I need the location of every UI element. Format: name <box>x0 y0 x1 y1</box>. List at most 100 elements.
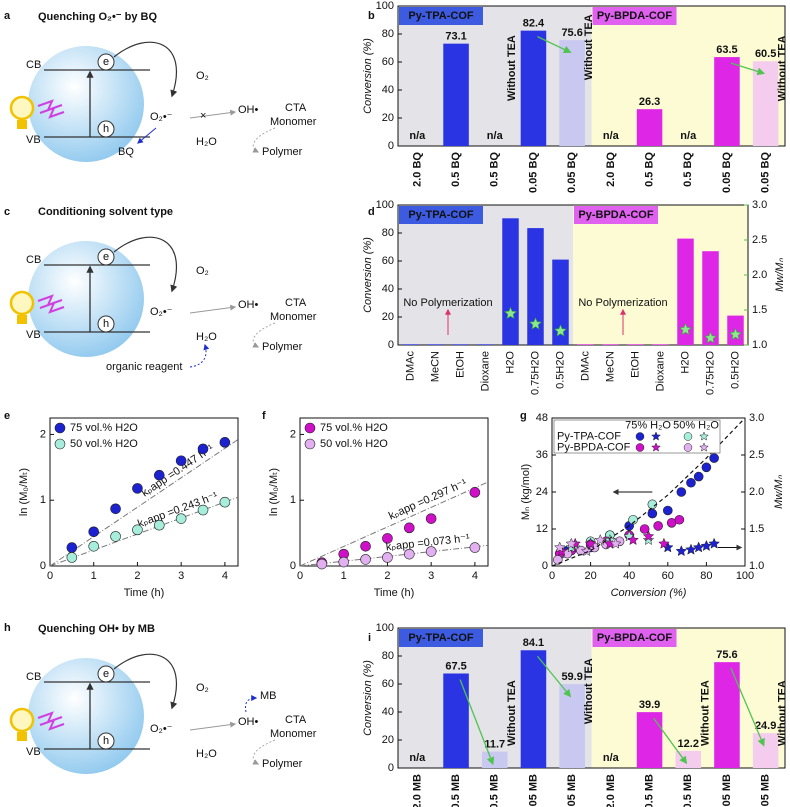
group-header <box>592 7 677 25</box>
bulb <box>9 95 35 121</box>
panel-label: e <box>4 410 10 422</box>
annotation: No Polymerization <box>403 297 492 309</box>
x-tick-label: EtOH <box>454 351 466 378</box>
y-tick-label: 60 <box>382 56 394 68</box>
hole-label: h <box>103 318 109 330</box>
group-background <box>591 6 785 146</box>
value-label: 75.6 <box>561 27 582 39</box>
point <box>693 471 704 482</box>
scavenger: MB <box>260 690 277 702</box>
x-tick-label: 0.05 BQ <box>760 152 772 193</box>
x-tick-label: MeCN <box>429 351 441 382</box>
x-tick-label: 0.5 MB <box>489 774 501 807</box>
product: CTA <box>285 297 307 309</box>
star-marker <box>627 533 639 546</box>
note: Without TEA <box>583 14 595 80</box>
scheme: Quenching OH• by MB CB VB e h O₂ O₂•⁻ H₂O OH• CTA… <box>9 623 317 774</box>
value-label: 59.9 <box>561 671 582 683</box>
x-tick-label: 2 <box>384 570 390 582</box>
point <box>197 504 209 516</box>
star-marker <box>658 537 670 549</box>
x-tick-label: 0.5 BQ <box>682 152 694 187</box>
point <box>132 524 143 536</box>
y-tick-label: 0 <box>290 560 296 572</box>
bar <box>443 673 469 768</box>
group-header <box>399 7 483 25</box>
x-tick-label: 0.05 MB <box>566 774 578 807</box>
bar <box>652 344 669 345</box>
note-arrow <box>730 667 765 747</box>
group-name: Py-BPDA-COF <box>578 209 653 221</box>
x-tick-label: 2 <box>134 570 140 582</box>
y-tick-label: 24 <box>536 486 548 498</box>
point <box>219 437 231 448</box>
x-tick-label: 4 <box>222 570 228 582</box>
y-tick-label: 80 <box>382 28 394 40</box>
legend-label: 50 vol.% H2O <box>70 438 138 450</box>
star-marker <box>584 537 597 549</box>
legend-marker <box>304 438 316 450</box>
bulb-base <box>17 732 27 741</box>
cb-label: CB <box>26 59 41 71</box>
value-label: 84.1 <box>523 637 544 649</box>
note: Without TEA <box>777 35 789 101</box>
product: Polymer <box>262 758 303 770</box>
note-arrow <box>730 62 766 76</box>
star-marker <box>504 306 517 320</box>
y2-tick-label: 1.5 <box>752 304 767 316</box>
point <box>360 540 371 552</box>
bar <box>452 344 469 345</box>
y-tick-label: 12 <box>536 523 548 535</box>
point <box>338 556 350 568</box>
value-label: 60.5 <box>755 48 776 60</box>
product: CTA <box>285 102 307 114</box>
y-tick-label: 1 <box>290 494 296 506</box>
value-label: 82.4 <box>523 18 545 30</box>
group-name: Py-BPDA-COF <box>597 10 672 22</box>
x-tick-label: 0.5H2O <box>554 351 566 389</box>
point <box>674 514 685 525</box>
point <box>175 455 187 467</box>
electron-transfer <box>113 653 178 710</box>
x-tick-label: 0.05 BQ <box>566 152 578 193</box>
panel-label: c <box>4 206 10 218</box>
x-tick-label: 3 <box>178 570 184 582</box>
star-marker <box>679 322 692 336</box>
x-tick-label: 0.5 MB <box>450 774 462 807</box>
electron-transfer <box>113 236 178 293</box>
bar <box>636 109 663 146</box>
to-hydroxyl <box>189 721 237 731</box>
plot-frame <box>299 417 489 567</box>
y-tick-label: 100 <box>376 622 394 634</box>
y-axis-title: ln (M₀/Mₜ) <box>268 468 280 516</box>
legend-marker <box>651 442 661 452</box>
bar <box>552 259 569 345</box>
point <box>132 483 143 494</box>
cb-label: CB <box>26 254 41 266</box>
panel-label: f <box>262 410 266 422</box>
hole-label: h <box>103 735 109 747</box>
x-tick-label: 0.05 MB <box>721 774 733 807</box>
electron <box>97 665 115 683</box>
x-tick-label: 0.05 MB <box>760 774 772 807</box>
y-tick-label: 20 <box>382 734 394 746</box>
value-label: 73.1 <box>445 31 466 43</box>
blocked: × <box>200 110 206 122</box>
product: Monomer <box>270 116 317 128</box>
point <box>154 519 165 531</box>
product: Polymer <box>262 146 303 158</box>
y-tick-label: 2 <box>40 428 46 440</box>
point <box>382 533 393 544</box>
hole <box>97 315 115 333</box>
x-tick-label: 0.5 BQ <box>450 152 462 187</box>
y-tick-label: 0 <box>388 339 394 351</box>
point <box>404 522 415 534</box>
point <box>701 462 712 473</box>
to-hydroxyl <box>189 304 237 314</box>
bar <box>577 344 594 345</box>
note: Without TEA <box>506 35 518 101</box>
group-header <box>574 206 658 224</box>
note-arrow <box>537 36 572 54</box>
x-tick-label: 0.5 MB <box>643 774 655 807</box>
group-header <box>399 206 483 224</box>
